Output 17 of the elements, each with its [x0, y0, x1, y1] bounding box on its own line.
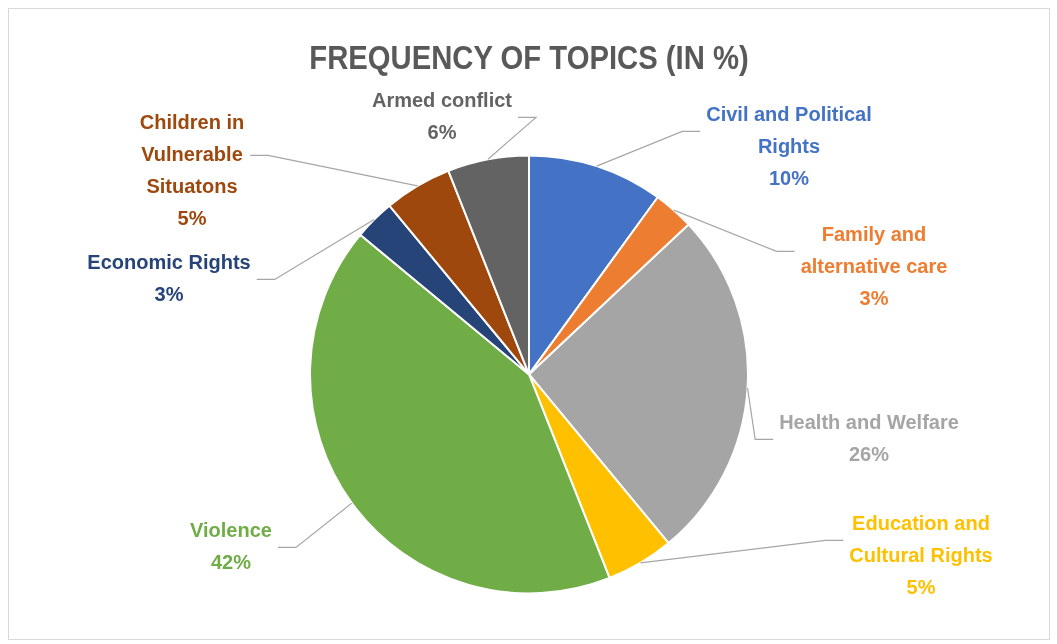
slice-label: Family and alternative care — [800, 222, 948, 277]
slice-label: Health and Welfare — [779, 410, 959, 433]
slice-label: Armed conflict — [371, 88, 513, 111]
slice-label: Violence — [190, 518, 272, 541]
slice-label: Children in Vulnerable Situatons — [139, 110, 245, 197]
data-label: 3% — [154, 282, 184, 305]
data-label: 5% — [906, 575, 936, 598]
data-label: 3% — [859, 286, 889, 309]
slice-label: Education and Cultural Rights — [849, 511, 993, 566]
data-label: 42% — [210, 550, 252, 573]
data-label: 5% — [177, 206, 207, 229]
chart-title: FREQUENCY OF TOPICS (IN %) — [309, 37, 749, 77]
data-label: 10% — [768, 166, 810, 189]
slice-label: Economic Rights — [87, 250, 251, 273]
data-label: 26% — [848, 442, 890, 465]
slice-label: Civil and Political Rights — [706, 102, 872, 157]
data-label: 6% — [427, 120, 457, 143]
